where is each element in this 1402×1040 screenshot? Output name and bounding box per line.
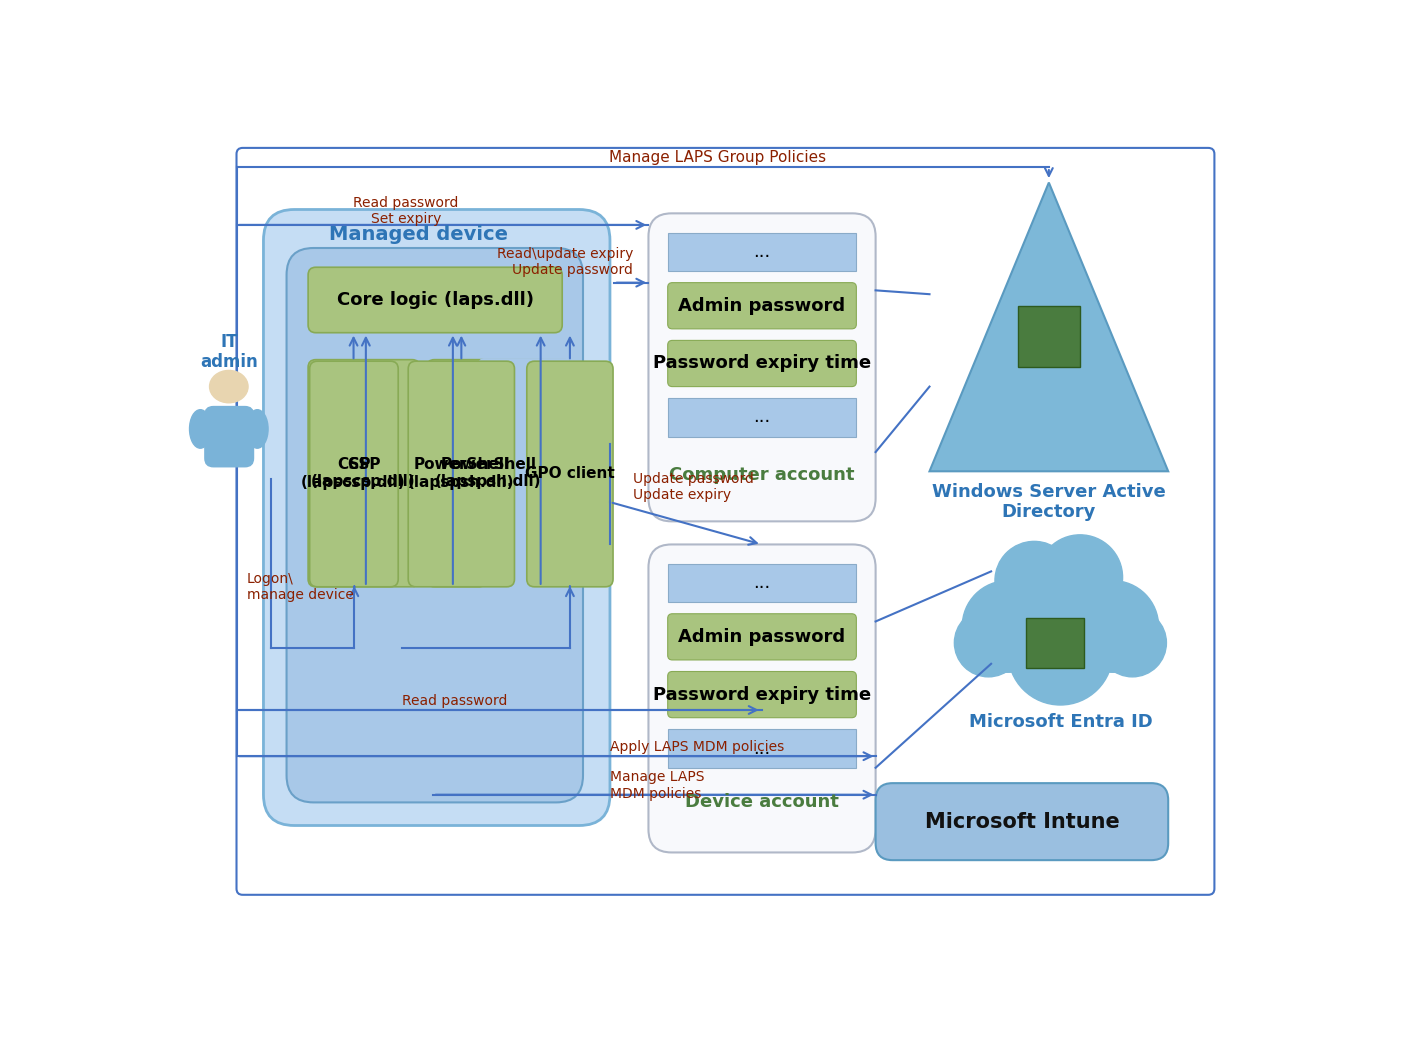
Text: CSP
(lapscsp.dll): CSP (lapscsp.dll) [311,457,416,489]
FancyBboxPatch shape [308,360,419,587]
FancyBboxPatch shape [667,340,857,387]
FancyBboxPatch shape [205,406,254,467]
Bar [667,729,857,768]
FancyBboxPatch shape [286,248,583,803]
Bar [667,564,857,602]
Circle shape [955,608,1022,677]
Bar [667,233,857,271]
Text: Password expiry time: Password expiry time [652,355,871,372]
Text: Apply LAPS MDM policies: Apply LAPS MDM policies [610,740,784,754]
Text: Device account: Device account [684,794,838,811]
Text: PowerShell
(lapspsh.dll): PowerShell (lapspsh.dll) [408,458,515,490]
FancyBboxPatch shape [649,213,876,521]
Text: Read password: Read password [402,694,508,708]
Text: CSP
(lapscsp.dll): CSP (lapscsp.dll) [301,458,405,490]
Ellipse shape [189,410,212,448]
FancyBboxPatch shape [478,358,572,589]
Text: Read\update expiry
Update password: Read\update expiry Update password [496,246,634,277]
Text: Update password
Update expiry: Update password Update expiry [634,471,754,501]
Bar [1018,306,1080,367]
Bar [667,398,857,437]
Text: Manage LAPS
MDM policies: Manage LAPS MDM policies [610,771,704,801]
Text: Windows Server Active
Directory: Windows Server Active Directory [932,483,1165,521]
FancyBboxPatch shape [264,209,610,826]
FancyBboxPatch shape [667,614,857,660]
Text: ...: ... [753,243,770,261]
Text: Computer account: Computer account [669,466,854,485]
FancyBboxPatch shape [667,283,857,329]
Circle shape [1098,608,1166,677]
Text: PowerShell
(lapspsh.dll): PowerShell (lapspsh.dll) [435,457,541,489]
Circle shape [998,557,1123,682]
Text: ...: ... [753,574,770,592]
Text: Read password
Set expiry: Read password Set expiry [353,196,458,226]
Ellipse shape [209,370,248,402]
Text: Manage LAPS Group Policies: Manage LAPS Group Policies [610,150,826,164]
Text: Microsoft Entra ID: Microsoft Entra ID [969,712,1152,730]
FancyBboxPatch shape [876,783,1168,860]
FancyBboxPatch shape [237,148,1214,894]
FancyBboxPatch shape [649,545,876,853]
Text: Microsoft Intune: Microsoft Intune [924,811,1119,832]
Circle shape [995,542,1074,620]
Text: GPO client: GPO client [524,466,615,482]
Text: Core logic (laps.dll): Core logic (laps.dll) [336,290,534,309]
Text: Admin password: Admin password [679,628,845,646]
Circle shape [1067,580,1158,672]
FancyBboxPatch shape [527,361,613,587]
Text: Logon\
manage device: Logon\ manage device [247,572,353,602]
Text: Admin password: Admin password [679,296,845,315]
FancyBboxPatch shape [308,267,562,333]
FancyBboxPatch shape [408,361,515,587]
Ellipse shape [247,410,268,448]
FancyBboxPatch shape [426,360,550,587]
Text: ...: ... [753,409,770,426]
Circle shape [1008,600,1113,705]
FancyBboxPatch shape [667,672,857,718]
Bar [1026,618,1084,668]
Polygon shape [930,183,1168,471]
FancyBboxPatch shape [310,361,398,587]
FancyBboxPatch shape [479,360,572,587]
Text: Managed device: Managed device [329,225,508,244]
Circle shape [1037,535,1123,620]
Text: Password expiry time: Password expiry time [652,685,871,704]
Text: ...: ... [753,739,770,757]
Circle shape [962,580,1054,672]
Text: IT
admin: IT admin [200,333,258,371]
